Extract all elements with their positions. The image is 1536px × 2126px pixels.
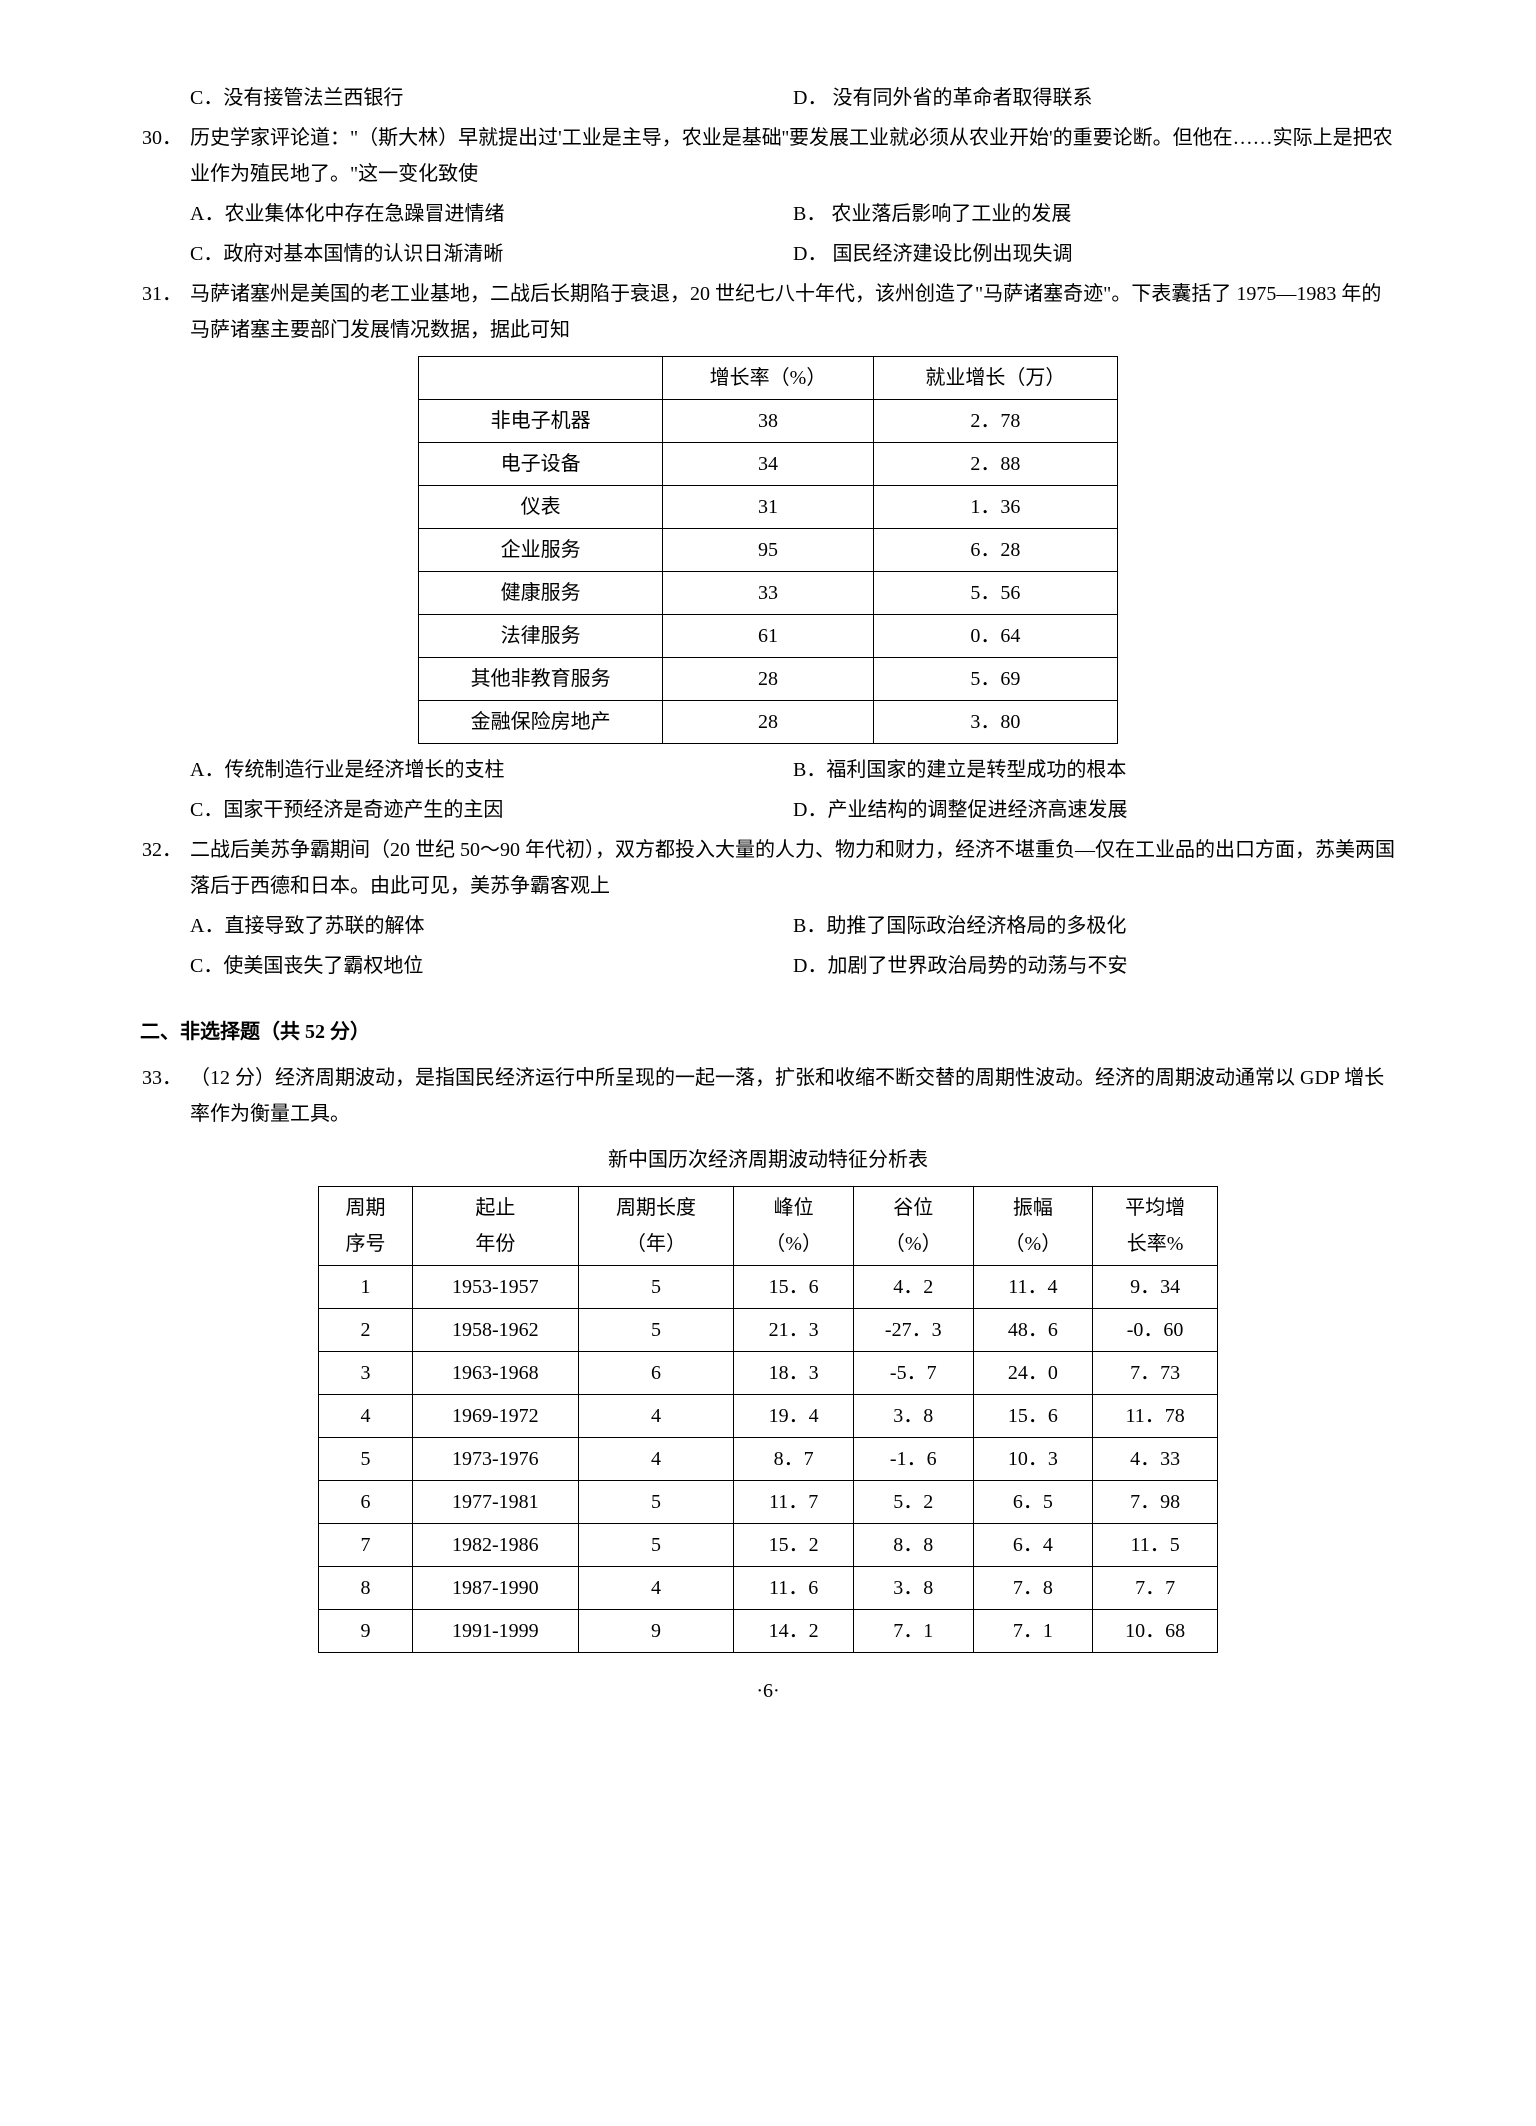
q31-optD: D．产业结构的调整促进经济高速发展 [793, 792, 1396, 828]
q32-options-cd: C．使美国丧失了霸权地位 D．加剧了世界政治局势的动荡与不安 [140, 948, 1396, 984]
q33-text: （12 分）经济周期波动，是指国民经济运行中所呈现的一起一落，扩张和收缩不断交替… [190, 1060, 1396, 1132]
table-header: 平均增长率% [1093, 1187, 1218, 1266]
table-row: 91991-1999914．27．17．110．68 [319, 1610, 1218, 1653]
q32-text: 二战后美苏争霸期间（20 世纪 50～90 年代初），双方都投入大量的人力、物力… [190, 832, 1396, 904]
table-row: 71982-1986515．28．86．411．5 [319, 1524, 1218, 1567]
q31-num: 31． [140, 276, 190, 348]
table-row: 健康服务335．56 [419, 572, 1118, 615]
q30-num: 30． [140, 120, 190, 192]
table-row: 11953-1957515．64．211．49．34 [319, 1266, 1218, 1309]
q32: 32． 二战后美苏争霸期间（20 世纪 50～90 年代初），双方都投入大量的人… [140, 832, 1396, 904]
q30-options-ab: A．农业集体化中存在急躁冒进情绪 B． 农业落后影响了工业的发展 [140, 196, 1396, 232]
q32-options-ab: A．直接导致了苏联的解体 B．助推了国际政治经济格局的多极化 [140, 908, 1396, 944]
q32-optD: D．加剧了世界政治局势的动荡与不安 [793, 948, 1396, 984]
page-number: ·6· [140, 1673, 1396, 1709]
q30-text: 历史学家评论道："（斯大林）早就提出过'工业是主导，农业是基础''要发展工业就必… [190, 120, 1396, 192]
q29-options-cd: C．没有接管法兰西银行 D． 没有同外省的革命者取得联系 [140, 80, 1396, 116]
q31-optA: A．传统制造行业是经济增长的支柱 [190, 752, 793, 788]
table-cell [419, 357, 663, 400]
q30-optC: C．政府对基本国情的认识日渐清晰 [190, 236, 793, 272]
table-header: 周期长度（年） [578, 1187, 734, 1266]
q32-num: 32． [140, 832, 190, 904]
q32-optA: A．直接导致了苏联的解体 [190, 908, 793, 944]
q32-optB: B．助推了国际政治经济格局的多极化 [793, 908, 1396, 944]
table-header: 周期序号 [319, 1187, 413, 1266]
q31-optB: B．福利国家的建立是转型成功的根本 [793, 752, 1396, 788]
table-cell: 增长率（%） [663, 357, 874, 400]
table-row: 金融保险房地产283．80 [419, 701, 1118, 744]
q30-options-cd: C．政府对基本国情的认识日渐清晰 D． 国民经济建设比例出现失调 [140, 236, 1396, 272]
q31: 31． 马萨诸塞州是美国的老工业基地，二战后长期陷于衰退，20 世纪七八十年代，… [140, 276, 1396, 348]
q30-optD: D． 国民经济建设比例出现失调 [793, 236, 1396, 272]
q31-options-cd: C．国家干预经济是奇迹产生的主因 D．产业结构的调整促进经济高速发展 [140, 792, 1396, 828]
q33-table-title: 新中国历次经济周期波动特征分析表 [140, 1142, 1396, 1178]
q30: 30． 历史学家评论道："（斯大林）早就提出过'工业是主导，农业是基础''要发展… [140, 120, 1396, 192]
q33-num: 33． [140, 1060, 190, 1132]
q31-table: 增长率（%） 就业增长（万） 非电子机器382．78 电子设备342．88 仪表… [418, 356, 1118, 744]
table-cell: 就业增长（万） [873, 357, 1117, 400]
section2-header: 二、非选择题（共 52 分） [140, 1014, 1396, 1050]
q33-table: 周期序号 起止年份 周期长度（年） 峰位（%） 谷位（%） 振幅（%） 平均增长… [318, 1186, 1218, 1653]
q29-optC: C．没有接管法兰西银行 [190, 80, 793, 116]
table-header: 峰位（%） [734, 1187, 854, 1266]
table-row: 61977-1981511．75．26．57．98 [319, 1481, 1218, 1524]
table-row: 仪表311．36 [419, 486, 1118, 529]
table-row: 非电子机器382．78 [419, 400, 1118, 443]
table-row: 其他非教育服务285．69 [419, 658, 1118, 701]
q32-optC: C．使美国丧失了霸权地位 [190, 948, 793, 984]
q31-options-ab: A．传统制造行业是经济增长的支柱 B．福利国家的建立是转型成功的根本 [140, 752, 1396, 788]
table-row: 增长率（%） 就业增长（万） [419, 357, 1118, 400]
table-header: 振幅（%） [973, 1187, 1093, 1266]
table-row: 法律服务610．64 [419, 615, 1118, 658]
q30-optB: B． 农业落后影响了工业的发展 [793, 196, 1396, 232]
table-header: 谷位（%） [853, 1187, 973, 1266]
q30-optA: A．农业集体化中存在急躁冒进情绪 [190, 196, 793, 232]
table-row: 41969-1972419．43．815．611．78 [319, 1395, 1218, 1438]
q33: 33． （12 分）经济周期波动，是指国民经济运行中所呈现的一起一落，扩张和收缩… [140, 1060, 1396, 1132]
table-row: 企业服务956．28 [419, 529, 1118, 572]
q31-text: 马萨诸塞州是美国的老工业基地，二战后长期陷于衰退，20 世纪七八十年代，该州创造… [190, 276, 1396, 348]
table-row: 21958-1962521．3-27．348．6-0．60 [319, 1309, 1218, 1352]
table-row: 81987-1990411．63．87．87．7 [319, 1567, 1218, 1610]
table-row: 电子设备342．88 [419, 443, 1118, 486]
q29-optD: D． 没有同外省的革命者取得联系 [793, 80, 1396, 116]
table-header: 起止年份 [412, 1187, 578, 1266]
q31-optC: C．国家干预经济是奇迹产生的主因 [190, 792, 793, 828]
table-row: 31963-1968618．3-5．724．07．73 [319, 1352, 1218, 1395]
table-row: 51973-197648．7-1．610．34．33 [319, 1438, 1218, 1481]
table-header-row: 周期序号 起止年份 周期长度（年） 峰位（%） 谷位（%） 振幅（%） 平均增长… [319, 1187, 1218, 1266]
